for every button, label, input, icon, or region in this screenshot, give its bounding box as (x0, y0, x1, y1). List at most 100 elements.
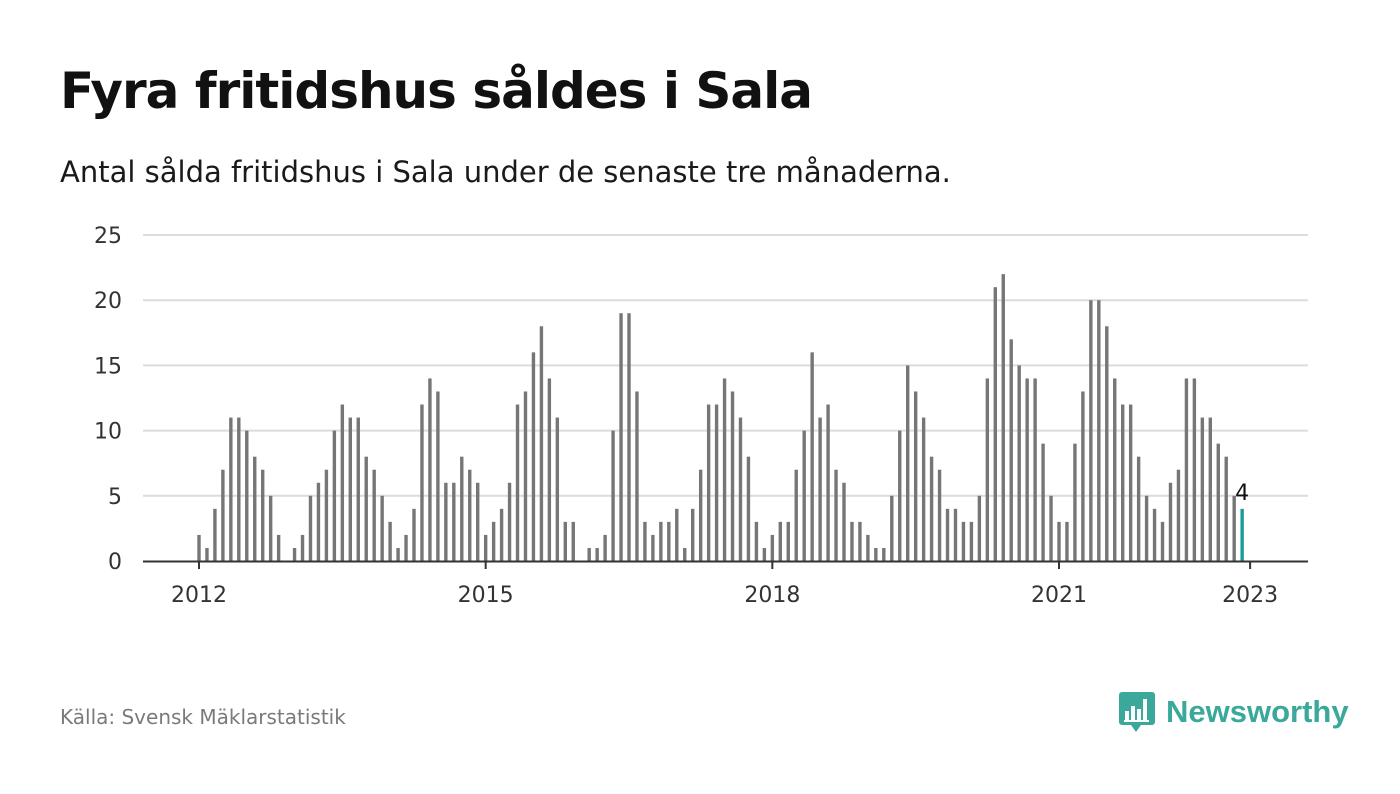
bar (348, 417, 352, 561)
bar (961, 521, 966, 561)
bar (937, 469, 942, 561)
x-tick-label: 2015 (458, 583, 514, 608)
x-tick-label: 2018 (744, 583, 800, 608)
x-axis-tick-labels: 2012 2015 2018 2021 2023 (171, 583, 1278, 608)
bar (547, 378, 552, 561)
bar (476, 482, 480, 561)
y-tick-label: 5 (108, 485, 122, 510)
bar (786, 521, 790, 561)
bar (396, 547, 400, 561)
bar (810, 352, 814, 561)
chart-title: Fyra fritidshus såldes i Sala (60, 62, 813, 120)
x-axis (143, 560, 1308, 569)
bar (460, 456, 464, 561)
y-tick-label: 15 (94, 354, 122, 379)
bar (921, 417, 926, 561)
bar (714, 404, 719, 561)
bar (738, 417, 743, 561)
x-tick-label: 2023 (1222, 583, 1278, 608)
y-tick-label: 10 (94, 420, 122, 445)
bar (1081, 391, 1085, 561)
bar (515, 404, 520, 561)
bar (1128, 404, 1133, 561)
bar (523, 391, 528, 561)
bar (420, 404, 424, 561)
bar (762, 547, 767, 561)
x-tick-label: 2021 (1031, 583, 1087, 608)
bar (977, 495, 982, 561)
bar (858, 521, 862, 561)
bar (444, 482, 448, 561)
bar (667, 521, 671, 561)
bar (842, 482, 846, 561)
bar (364, 456, 368, 561)
data-labels: 4 (1235, 481, 1249, 506)
bar (906, 365, 910, 561)
bar (205, 547, 209, 561)
bar (452, 482, 456, 561)
bar (380, 495, 384, 561)
bar (802, 430, 806, 561)
bar (300, 534, 305, 561)
bar (1041, 443, 1045, 561)
source-note: Källa: Svensk Mäklarstatistik (60, 705, 346, 729)
bar (659, 521, 663, 561)
bar-chart-speech-bubble-icon (1119, 692, 1155, 732)
bar (1057, 521, 1061, 561)
bar (292, 547, 297, 561)
bar (213, 508, 217, 561)
bar (794, 469, 798, 561)
bar (539, 326, 544, 561)
brand-name: Newsworthy (1166, 694, 1349, 729)
bar (1089, 300, 1093, 561)
bar (882, 547, 886, 561)
bar (436, 391, 440, 561)
bar-latest (1240, 508, 1244, 561)
bar (770, 534, 775, 561)
bar (356, 417, 360, 561)
bar (1113, 378, 1117, 561)
bar (627, 313, 631, 561)
brand-logo[interactable]: Newsworthy (1118, 690, 1349, 734)
bar (1025, 378, 1029, 561)
bar (698, 469, 703, 561)
bar (619, 313, 623, 561)
bar (1208, 417, 1213, 561)
bar (372, 469, 376, 561)
bar (1224, 456, 1228, 561)
bar (675, 508, 679, 561)
bar (388, 521, 392, 561)
chart-subtitle: Antal sålda fritidshus i Sala under de s… (60, 155, 951, 189)
bar (818, 417, 822, 561)
bar (993, 287, 997, 561)
bar (913, 391, 918, 561)
bar (340, 404, 345, 561)
bar (316, 482, 321, 561)
bar (587, 547, 591, 561)
bar (1160, 521, 1165, 561)
bar (898, 430, 902, 561)
bar (571, 521, 575, 561)
bar (635, 391, 639, 561)
bar (428, 378, 432, 561)
bar (1136, 456, 1141, 561)
bar (953, 508, 958, 561)
bar (1073, 443, 1077, 561)
y-tick-label: 20 (94, 289, 122, 314)
bar (706, 404, 711, 561)
bar (945, 508, 950, 561)
bar (1152, 508, 1157, 561)
bar (221, 469, 225, 561)
bar (985, 378, 990, 561)
bar (245, 430, 249, 561)
bar (874, 547, 878, 561)
bar (1097, 300, 1101, 561)
bar (643, 521, 647, 561)
bar (324, 469, 329, 561)
bar (826, 404, 830, 561)
bar (237, 417, 241, 561)
bar (929, 456, 934, 561)
bar (1232, 495, 1236, 561)
bar (253, 456, 257, 561)
